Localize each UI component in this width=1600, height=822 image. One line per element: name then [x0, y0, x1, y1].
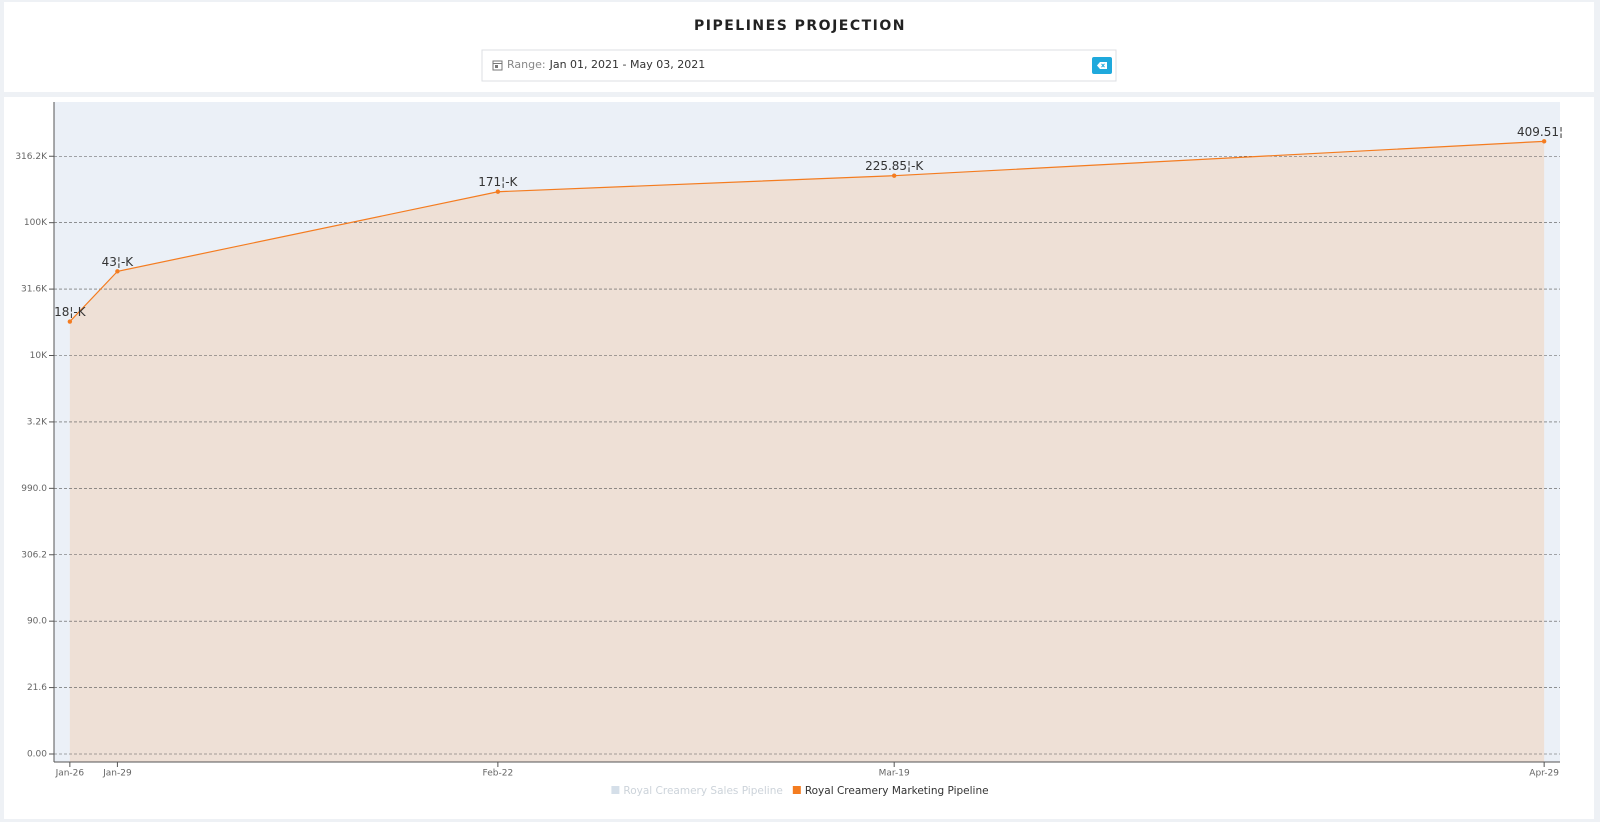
y-tick-label: 31.6K — [21, 285, 48, 295]
legend: Royal Creamery Sales Pipeline Royal Cream… — [611, 785, 989, 797]
y-tick-label: 90.0 — [27, 617, 47, 627]
page-title: PIPELINES PROJECTION — [694, 18, 906, 34]
range-input[interactable] — [481, 49, 1117, 82]
y-tick-label: 21.6 — [27, 683, 47, 693]
data-label: 18¦-K — [54, 305, 87, 319]
y-tick-label: 990.0 — [21, 484, 47, 494]
y-tick-label: 10K — [30, 351, 48, 361]
legend-label[interactable]: Royal Creamery Sales Pipeline — [623, 785, 782, 797]
area-fill — [69, 141, 1545, 763]
data-label: 43¦-K — [102, 255, 135, 269]
legend-swatch — [611, 786, 620, 794]
clear-button[interactable] — [1092, 57, 1112, 74]
calendar-icon — [492, 60, 503, 71]
y-tick-label: 316.2K — [15, 152, 48, 162]
legend-label[interactable]: Royal Creamery Marketing Pipeline — [805, 785, 989, 797]
data-point — [891, 173, 897, 178]
x-tick-label: Apr-29 — [1529, 769, 1559, 779]
x-tick-label: Feb-22 — [483, 769, 514, 779]
range-value: Jan 01, 2021 - May 03, 2021 — [549, 58, 706, 71]
data-point — [67, 319, 73, 324]
data-point — [495, 189, 501, 194]
data-label: 225.85¦-K — [865, 159, 924, 173]
y-tick-label: 3.2K — [27, 417, 48, 427]
data-label: 171¦-K — [478, 175, 518, 189]
data-point — [115, 269, 120, 274]
x-tick-label: Jan-26 — [55, 769, 85, 779]
y-tick-label: 306.2 — [21, 550, 47, 560]
y-tick-label: 0.00 — [27, 750, 47, 760]
data-label: 409.51¦ — [1517, 125, 1563, 139]
x-tick-label: Mar-19 — [879, 769, 910, 779]
x-tick-label: Jan-29 — [102, 769, 132, 779]
legend-swatch — [792, 786, 801, 794]
data-point — [1541, 139, 1547, 144]
range-label: Range: — [507, 58, 546, 71]
y-tick-label: 100K — [24, 218, 48, 228]
